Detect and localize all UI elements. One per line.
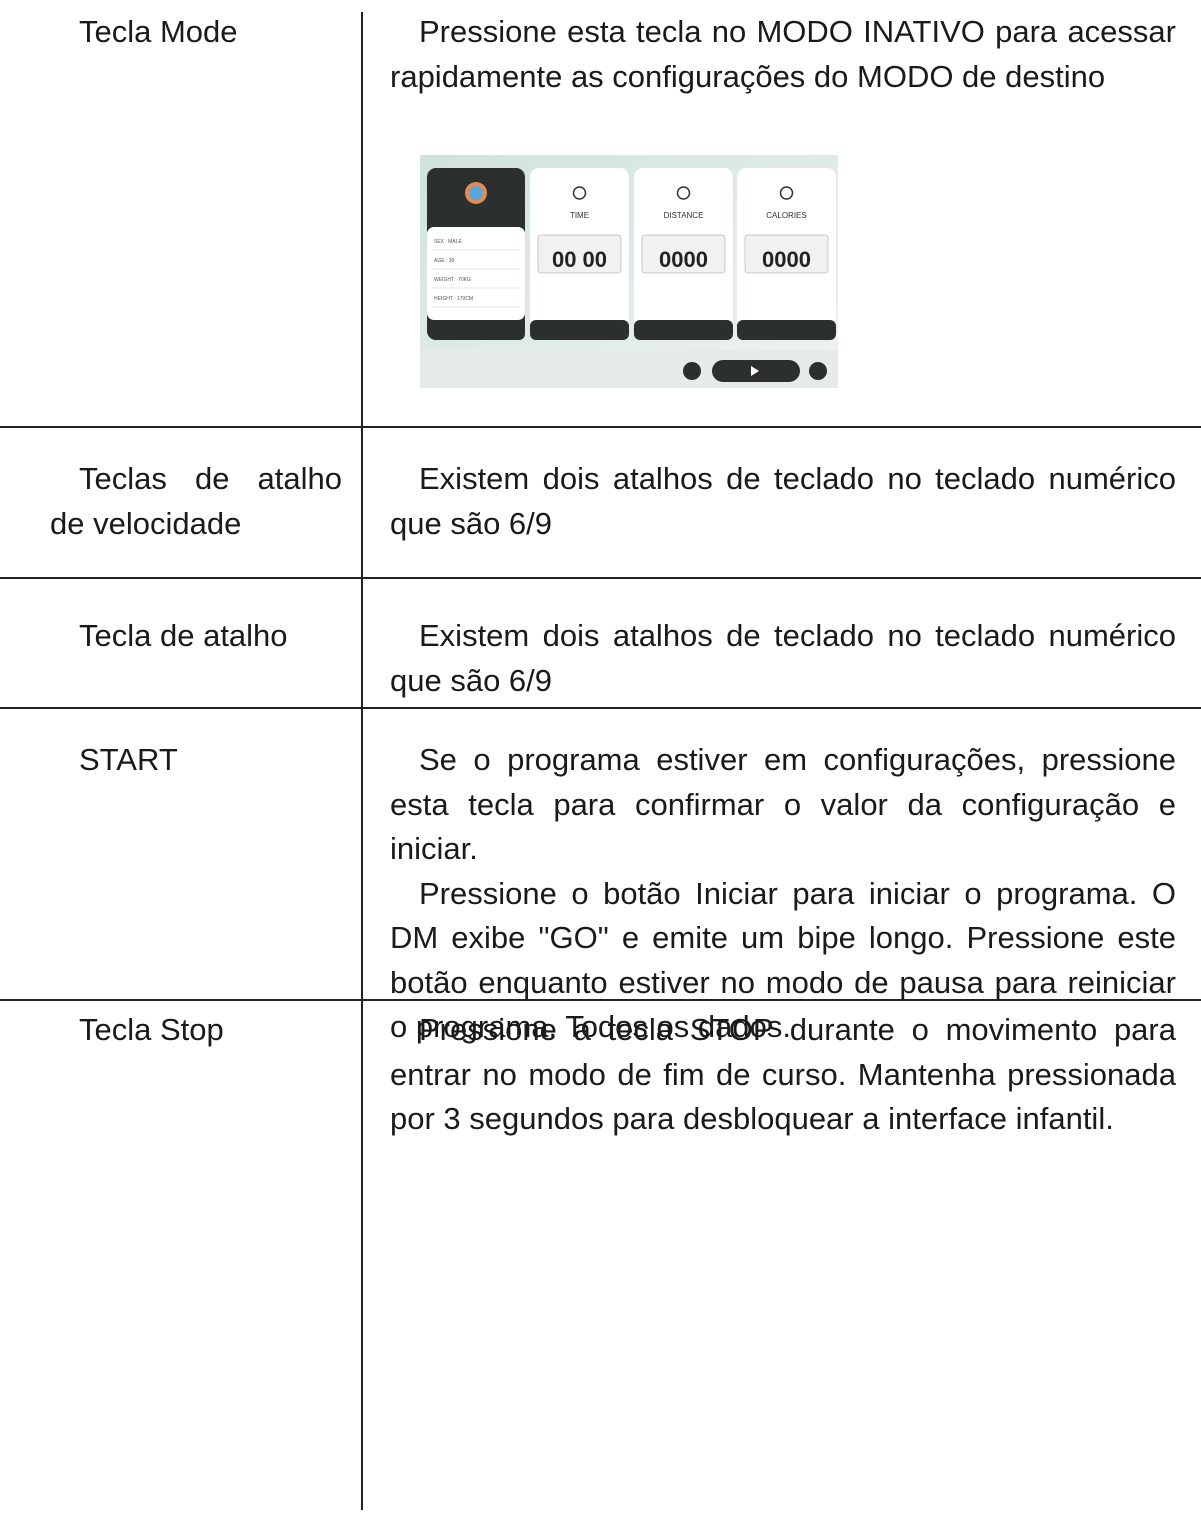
metric-icon <box>676 186 691 200</box>
description-text: Existem dois atalhos de teclado no tecla… <box>390 461 1176 541</box>
avatar-inner <box>469 186 483 200</box>
profile-field: WEIGHT : 70KG <box>434 277 471 283</box>
back-button <box>683 362 701 380</box>
digit-panel <box>744 234 829 274</box>
description-text: Se o programa estiver em configurações, … <box>390 742 1176 866</box>
key-text: Tecla de atalho <box>79 618 288 653</box>
row-divider <box>0 707 1201 709</box>
control-bar <box>634 320 733 340</box>
profile-fields: SEX : MALE AGE : 30 WEIGHT : 70KG HEIGHT : … <box>432 239 525 340</box>
control-bar <box>737 320 836 340</box>
control-bar <box>530 320 629 340</box>
description-text: Pressione a tecla STOP durante o movimen… <box>390 1012 1176 1136</box>
description-cell: Pressione a tecla STOP durante o movimen… <box>390 1008 1176 1142</box>
profile-field: AGE : 30 <box>434 258 455 264</box>
key-text: Teclas de atalho de velocidade <box>50 461 342 541</box>
metric-digits: 0000 <box>659 247 708 272</box>
key-text: Tecla Mode <box>79 14 238 49</box>
metric-digits: 00 00 <box>552 247 607 272</box>
home-button <box>809 362 827 380</box>
metric-label: DISTANCE <box>664 211 704 220</box>
metric-label: CALORIES <box>766 211 806 220</box>
key-cell: START <box>50 738 342 783</box>
metric-digits: 0000 <box>762 247 811 272</box>
description-cell: Se o programa estiver em configurações, … <box>390 738 1176 1050</box>
metric-icon <box>779 186 794 200</box>
key-cell: Tecla de atalho <box>50 614 342 659</box>
screen-image: SEX : MALE AGE : 30 WEIGHT : 70KG HEIGHT : … <box>420 155 838 388</box>
cards: TIME 00 00 DISTANCE 0000 CALORIES 0000 <box>530 168 836 340</box>
row-divider <box>0 426 1201 428</box>
description-text: Existem dois atalhos de teclado no tecla… <box>390 618 1176 698</box>
profile-field: HEIGHT : 170CM <box>434 296 473 302</box>
description-text: Pressione esta tecla no MODO INATIVO par… <box>390 14 1176 94</box>
metric-icon <box>572 186 587 200</box>
metric-label: TIME <box>570 211 589 220</box>
digit-panel <box>641 234 726 274</box>
key-cell: Tecla Stop <box>50 1008 342 1053</box>
edit-bar <box>480 320 525 340</box>
key-text: START <box>79 742 178 777</box>
row-divider <box>0 999 1201 1001</box>
description-text: Pressione o botão Iniciar para iniciar o… <box>390 875 1176 1045</box>
description-cell: Existem dois atalhos de teclado no tecla… <box>390 614 1176 703</box>
play-icon <box>751 366 759 376</box>
key-cell: Tecla Mode <box>50 10 342 55</box>
column-divider <box>361 12 363 1510</box>
description-cell: Existem dois atalhos de teclado no tecla… <box>390 457 1176 546</box>
key-text: Tecla Stop <box>79 1012 224 1047</box>
digit-panel <box>537 234 622 274</box>
row-divider <box>0 577 1201 579</box>
key-cell: Teclas de atalho de velocidade <box>50 457 342 546</box>
description-cell: Pressione esta tecla no MODO INATIVO par… <box>390 10 1176 99</box>
profile-field: SEX : MALE <box>434 239 462 245</box>
